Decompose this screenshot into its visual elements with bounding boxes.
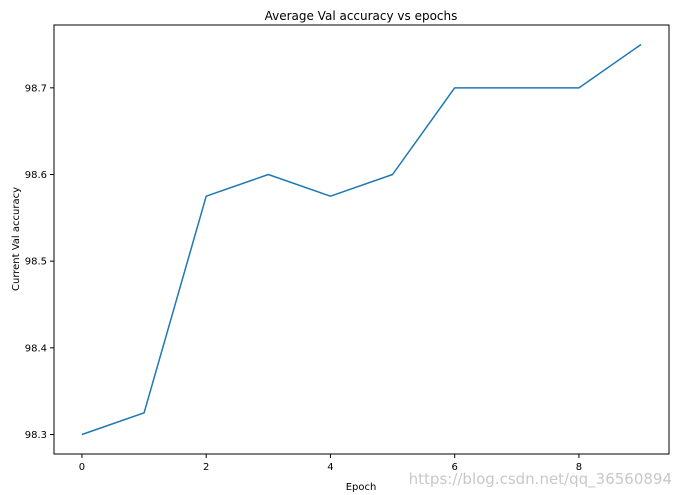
y-tick-label: 98.3 — [25, 430, 47, 441]
x-axis-label: Epoch — [346, 482, 377, 493]
x-tick-label: 6 — [451, 462, 457, 473]
y-axis-label: Current Val accuracy — [11, 187, 22, 291]
x-tick-label: 0 — [79, 462, 85, 473]
x-tick-label: 4 — [327, 462, 333, 473]
watermark: https://blog.csdn.net/qq_36560894 — [409, 470, 672, 489]
x-tick-label: 8 — [576, 462, 582, 473]
series-group — [81, 43, 642, 436]
y-tick-label: 98.7 — [25, 83, 47, 94]
series-line — [81, 43, 642, 436]
y-ticks: 98.3 98.4 98.5 98.6 98.7 — [25, 83, 54, 441]
y-tick-label: 98.4 — [25, 343, 47, 354]
x-tick-label: 2 — [203, 462, 209, 473]
y-tick-label: 98.6 — [25, 170, 47, 181]
x-ticks: 0 2 4 6 8 — [79, 454, 582, 473]
chart-title: Average Val accuracy vs epochs — [265, 9, 458, 23]
plot-area — [53, 24, 670, 455]
y-tick-label: 98.5 — [25, 257, 47, 268]
